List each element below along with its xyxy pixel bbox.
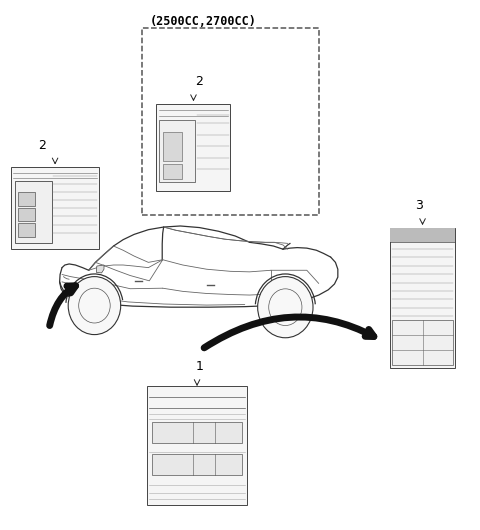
Bar xyxy=(142,28,319,215)
Bar xyxy=(147,386,247,505)
Text: (2500CC,2700CC): (2500CC,2700CC) xyxy=(149,14,256,28)
Text: 2: 2 xyxy=(195,75,204,89)
Bar xyxy=(152,454,242,475)
Polygon shape xyxy=(96,265,104,273)
Circle shape xyxy=(68,277,120,334)
Bar xyxy=(163,164,182,179)
Bar xyxy=(390,228,455,368)
Bar xyxy=(390,228,455,242)
Bar xyxy=(152,422,242,443)
Bar xyxy=(18,192,35,206)
Bar xyxy=(156,104,230,191)
Bar xyxy=(159,120,195,182)
Bar xyxy=(11,167,99,249)
Bar xyxy=(18,208,35,221)
Circle shape xyxy=(258,277,313,338)
Text: 1: 1 xyxy=(195,360,204,373)
Bar xyxy=(392,320,453,365)
Text: 3: 3 xyxy=(415,199,423,213)
Text: 2: 2 xyxy=(38,139,46,152)
Bar xyxy=(163,132,182,161)
Bar xyxy=(18,223,35,236)
Bar xyxy=(15,181,52,243)
